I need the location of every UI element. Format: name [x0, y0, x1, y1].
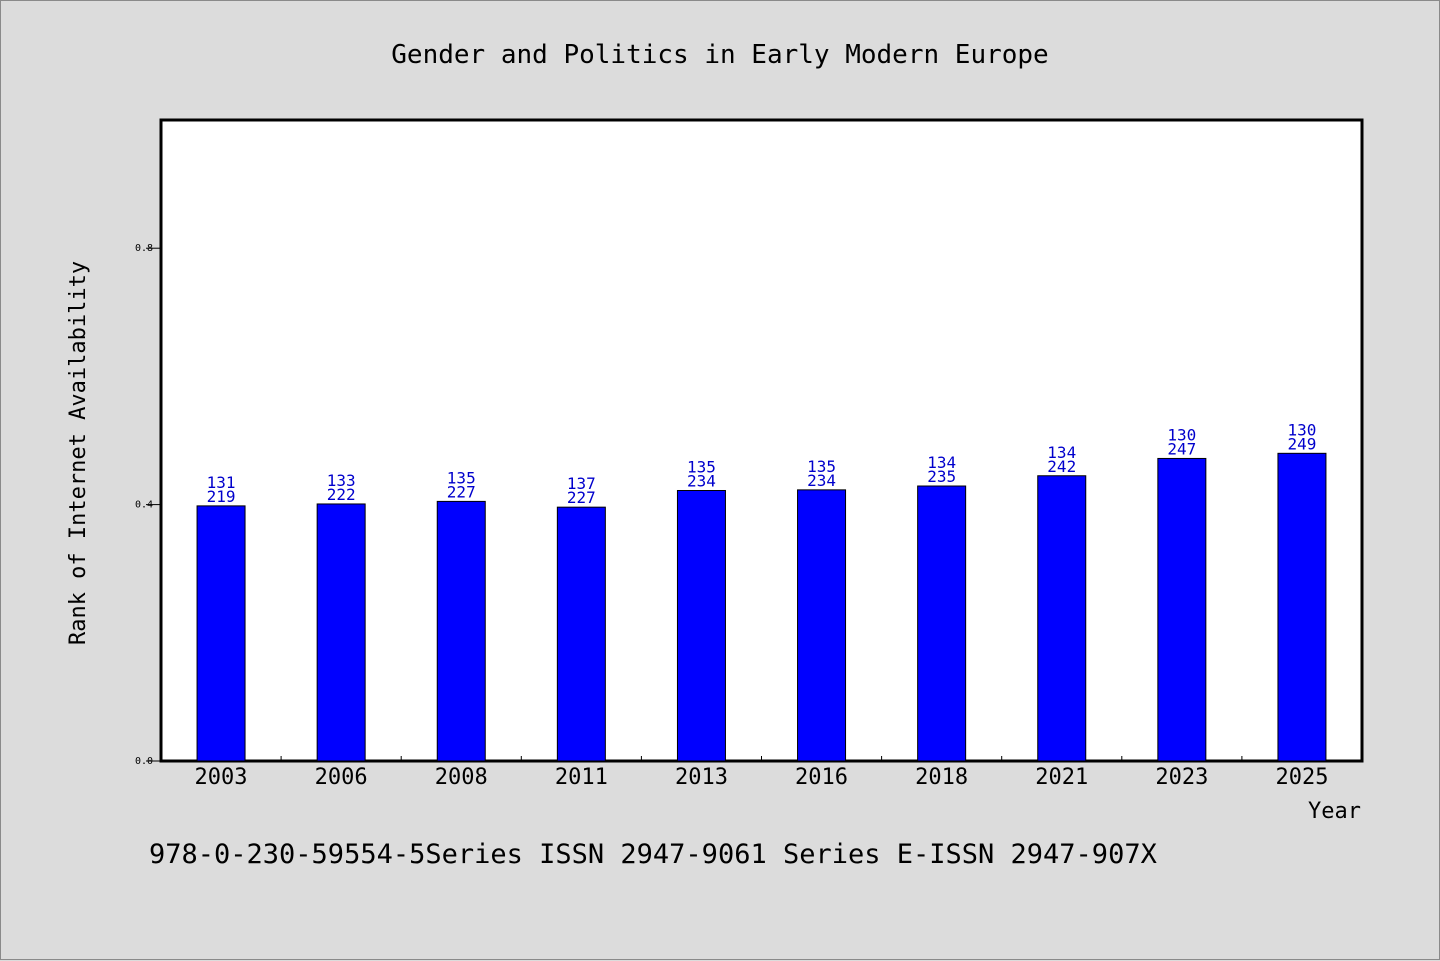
- data-label-bottom: 227: [447, 482, 476, 501]
- bar: [1277, 452, 1327, 762]
- data-label-top: 133: [327, 471, 356, 490]
- data-label-top: 130: [1287, 420, 1316, 439]
- x-tick-label: 2025: [1275, 765, 1328, 790]
- bar: [1037, 475, 1087, 762]
- data-label-top: 135: [447, 468, 476, 487]
- data-label-bottom: 234: [807, 471, 836, 490]
- x-tick-label: 2016: [795, 765, 848, 790]
- data-label-top: 135: [807, 457, 836, 476]
- bar: [196, 505, 246, 762]
- data-label-bottom: 235: [927, 467, 956, 486]
- x-tick-label: 2011: [555, 765, 608, 790]
- bar-series: [196, 452, 1327, 762]
- data-label-bottom: 249: [1287, 434, 1316, 453]
- bar: [1157, 457, 1207, 762]
- bar: [316, 503, 366, 762]
- x-tick-label: 2018: [915, 765, 968, 790]
- y-axis: 0.0 0.4 0.8: [135, 243, 161, 767]
- x-tick-label: 2008: [435, 765, 488, 790]
- y-tick-label: 0.0: [135, 756, 153, 767]
- bar: [436, 500, 486, 762]
- x-axis-label: Year: [1308, 799, 1361, 824]
- data-label-top: 135: [687, 457, 716, 476]
- data-label-top: 134: [1047, 443, 1076, 462]
- data-label-bottom: 247: [1167, 439, 1196, 458]
- bar: [676, 489, 726, 762]
- x-tick-label: 2003: [195, 765, 248, 790]
- chart-title: Gender and Politics in Early Modern Euro…: [391, 40, 1048, 70]
- data-label-top: 130: [1167, 425, 1196, 444]
- data-label-top: 131: [207, 473, 236, 492]
- data-label-bottom: 234: [687, 471, 716, 490]
- data-label-bottom: 219: [207, 487, 236, 506]
- bar: [797, 489, 847, 762]
- x-axis: 2003 2006 2008 2011 2013 2016 2018 2021 2023 2025: [195, 756, 1328, 790]
- y-tick-label: 0.8: [135, 243, 153, 254]
- data-label-bottom: 227: [567, 488, 596, 507]
- footer-isbn-issn: 978-0-230-59554-5Series ISSN 2947-9061 S…: [149, 839, 1157, 870]
- data-label-bottom: 222: [327, 485, 356, 504]
- bar: [917, 485, 967, 762]
- data-label-top: 137: [567, 474, 596, 493]
- x-tick-label: 2023: [1155, 765, 1208, 790]
- data-label-bottom: 242: [1047, 457, 1076, 476]
- x-tick-label: 2013: [675, 765, 728, 790]
- x-tick-label: 2006: [315, 765, 368, 790]
- data-label-top: 134: [927, 453, 956, 472]
- x-tick-label: 2021: [1035, 765, 1088, 790]
- bar: [556, 506, 606, 762]
- y-axis-label: Rank of Internet Availability: [66, 261, 91, 645]
- y-tick-label: 0.4: [135, 500, 153, 511]
